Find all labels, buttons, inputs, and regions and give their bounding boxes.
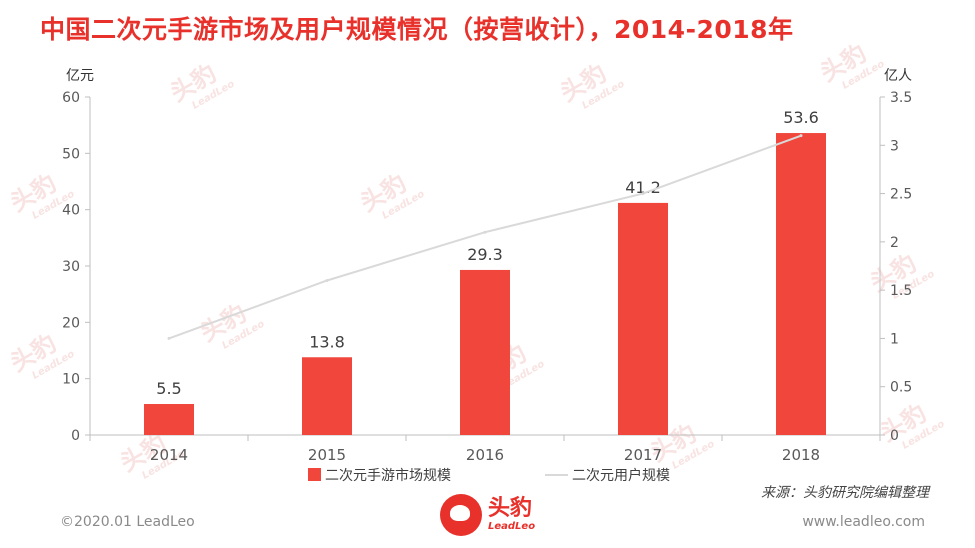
- y-tick-label-right: 3.5: [890, 90, 912, 106]
- bar: [618, 202, 668, 435]
- website-link[interactable]: www.leadleo.com: [802, 514, 925, 530]
- y-tick-label-right: 2.5: [890, 187, 912, 203]
- x-tick-label: 2016: [466, 446, 504, 464]
- y-tick-label-left: 50: [62, 146, 80, 162]
- y-tick-label-left: 40: [62, 203, 80, 219]
- line-point: [325, 278, 329, 282]
- x-tick-label: 2015: [308, 446, 346, 464]
- legend-bar-swatch: [308, 468, 321, 481]
- bar-data-label: 13.8: [309, 332, 345, 351]
- y-tick-label-right: 2: [890, 235, 899, 251]
- bar: [460, 269, 510, 435]
- line-point: [799, 134, 803, 138]
- brand-name: 头豹: [488, 496, 533, 521]
- line-point: [641, 192, 645, 196]
- line-point: [483, 230, 487, 234]
- y-tick-label-right: 0: [890, 428, 899, 444]
- bar: [776, 133, 826, 435]
- bar-data-label: 29.3: [467, 245, 503, 264]
- bar-data-label: 53.6: [783, 108, 819, 127]
- y-tick-label-right: 1.5: [890, 283, 912, 299]
- bar-data-label: 5.5: [156, 379, 181, 398]
- y-tick-label-right: 0.5: [890, 380, 912, 396]
- bar: [144, 404, 194, 435]
- legend-line-label: 二次元用户规模: [572, 467, 670, 484]
- y-axis-label-left: 亿元: [66, 68, 94, 84]
- y-tick-label-left: 30: [62, 259, 80, 275]
- source-note: 来源：头豹研究院编辑整理: [761, 485, 929, 501]
- y-tick-label-left: 10: [62, 372, 80, 388]
- x-tick-label: 2017: [624, 446, 662, 464]
- brand-logo[interactable]: 头豹 LeadLeo: [440, 494, 535, 536]
- copyright-text: ©2020.01 LeadLeo: [60, 514, 195, 530]
- y-tick-label-right: 3: [890, 138, 899, 154]
- y-tick-label-left: 0: [71, 428, 80, 444]
- legend-bar-label: 二次元手游市场规模: [325, 467, 451, 484]
- leopard-logo-icon: [440, 494, 482, 536]
- bar-data-label: 41.2: [625, 178, 661, 197]
- y-axis-label-right: 亿人: [884, 68, 912, 84]
- y-tick-label-left: 60: [62, 90, 80, 106]
- page-title: 中国二次元手游市场及用户规模情况（按营收计），2014-2018年: [40, 15, 794, 44]
- line-point: [167, 336, 171, 340]
- y-tick-label-left: 20: [62, 315, 80, 331]
- x-tick-label: 2014: [150, 446, 188, 464]
- y-tick-label-right: 1: [890, 331, 899, 347]
- x-tick-label: 2018: [782, 446, 820, 464]
- bar: [302, 357, 352, 435]
- brand-subtitle: LeadLeo: [488, 521, 536, 532]
